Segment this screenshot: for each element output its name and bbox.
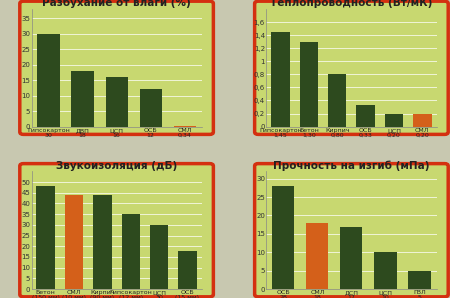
Title: Прочность на изгиб (мПа): Прочность на изгиб (мПа)	[273, 160, 430, 170]
Bar	[65, 195, 83, 289]
Bar	[413, 114, 432, 127]
Bar	[174, 125, 196, 127]
Bar	[72, 71, 94, 127]
Bar	[328, 74, 346, 127]
Bar	[409, 271, 431, 289]
Bar	[105, 77, 128, 127]
Title: Теплопроводность (Вт/мК): Теплопроводность (Вт/мК)	[270, 0, 432, 8]
Bar	[122, 214, 140, 289]
Bar	[140, 89, 162, 127]
Bar	[36, 186, 55, 289]
Bar	[178, 251, 197, 289]
Bar	[340, 226, 363, 289]
Bar	[306, 223, 328, 289]
Bar	[374, 252, 396, 289]
Bar	[385, 114, 403, 127]
Bar	[356, 105, 375, 127]
Bar	[37, 34, 59, 127]
Bar	[150, 225, 168, 289]
Bar	[272, 186, 294, 289]
Bar	[300, 42, 318, 127]
Bar	[93, 195, 112, 289]
Title: Звукоизоляция (дБ): Звукоизоляция (дБ)	[56, 161, 177, 170]
Bar	[271, 32, 290, 127]
Title: Разбухание от влаги (%): Разбухание от влаги (%)	[42, 0, 191, 8]
